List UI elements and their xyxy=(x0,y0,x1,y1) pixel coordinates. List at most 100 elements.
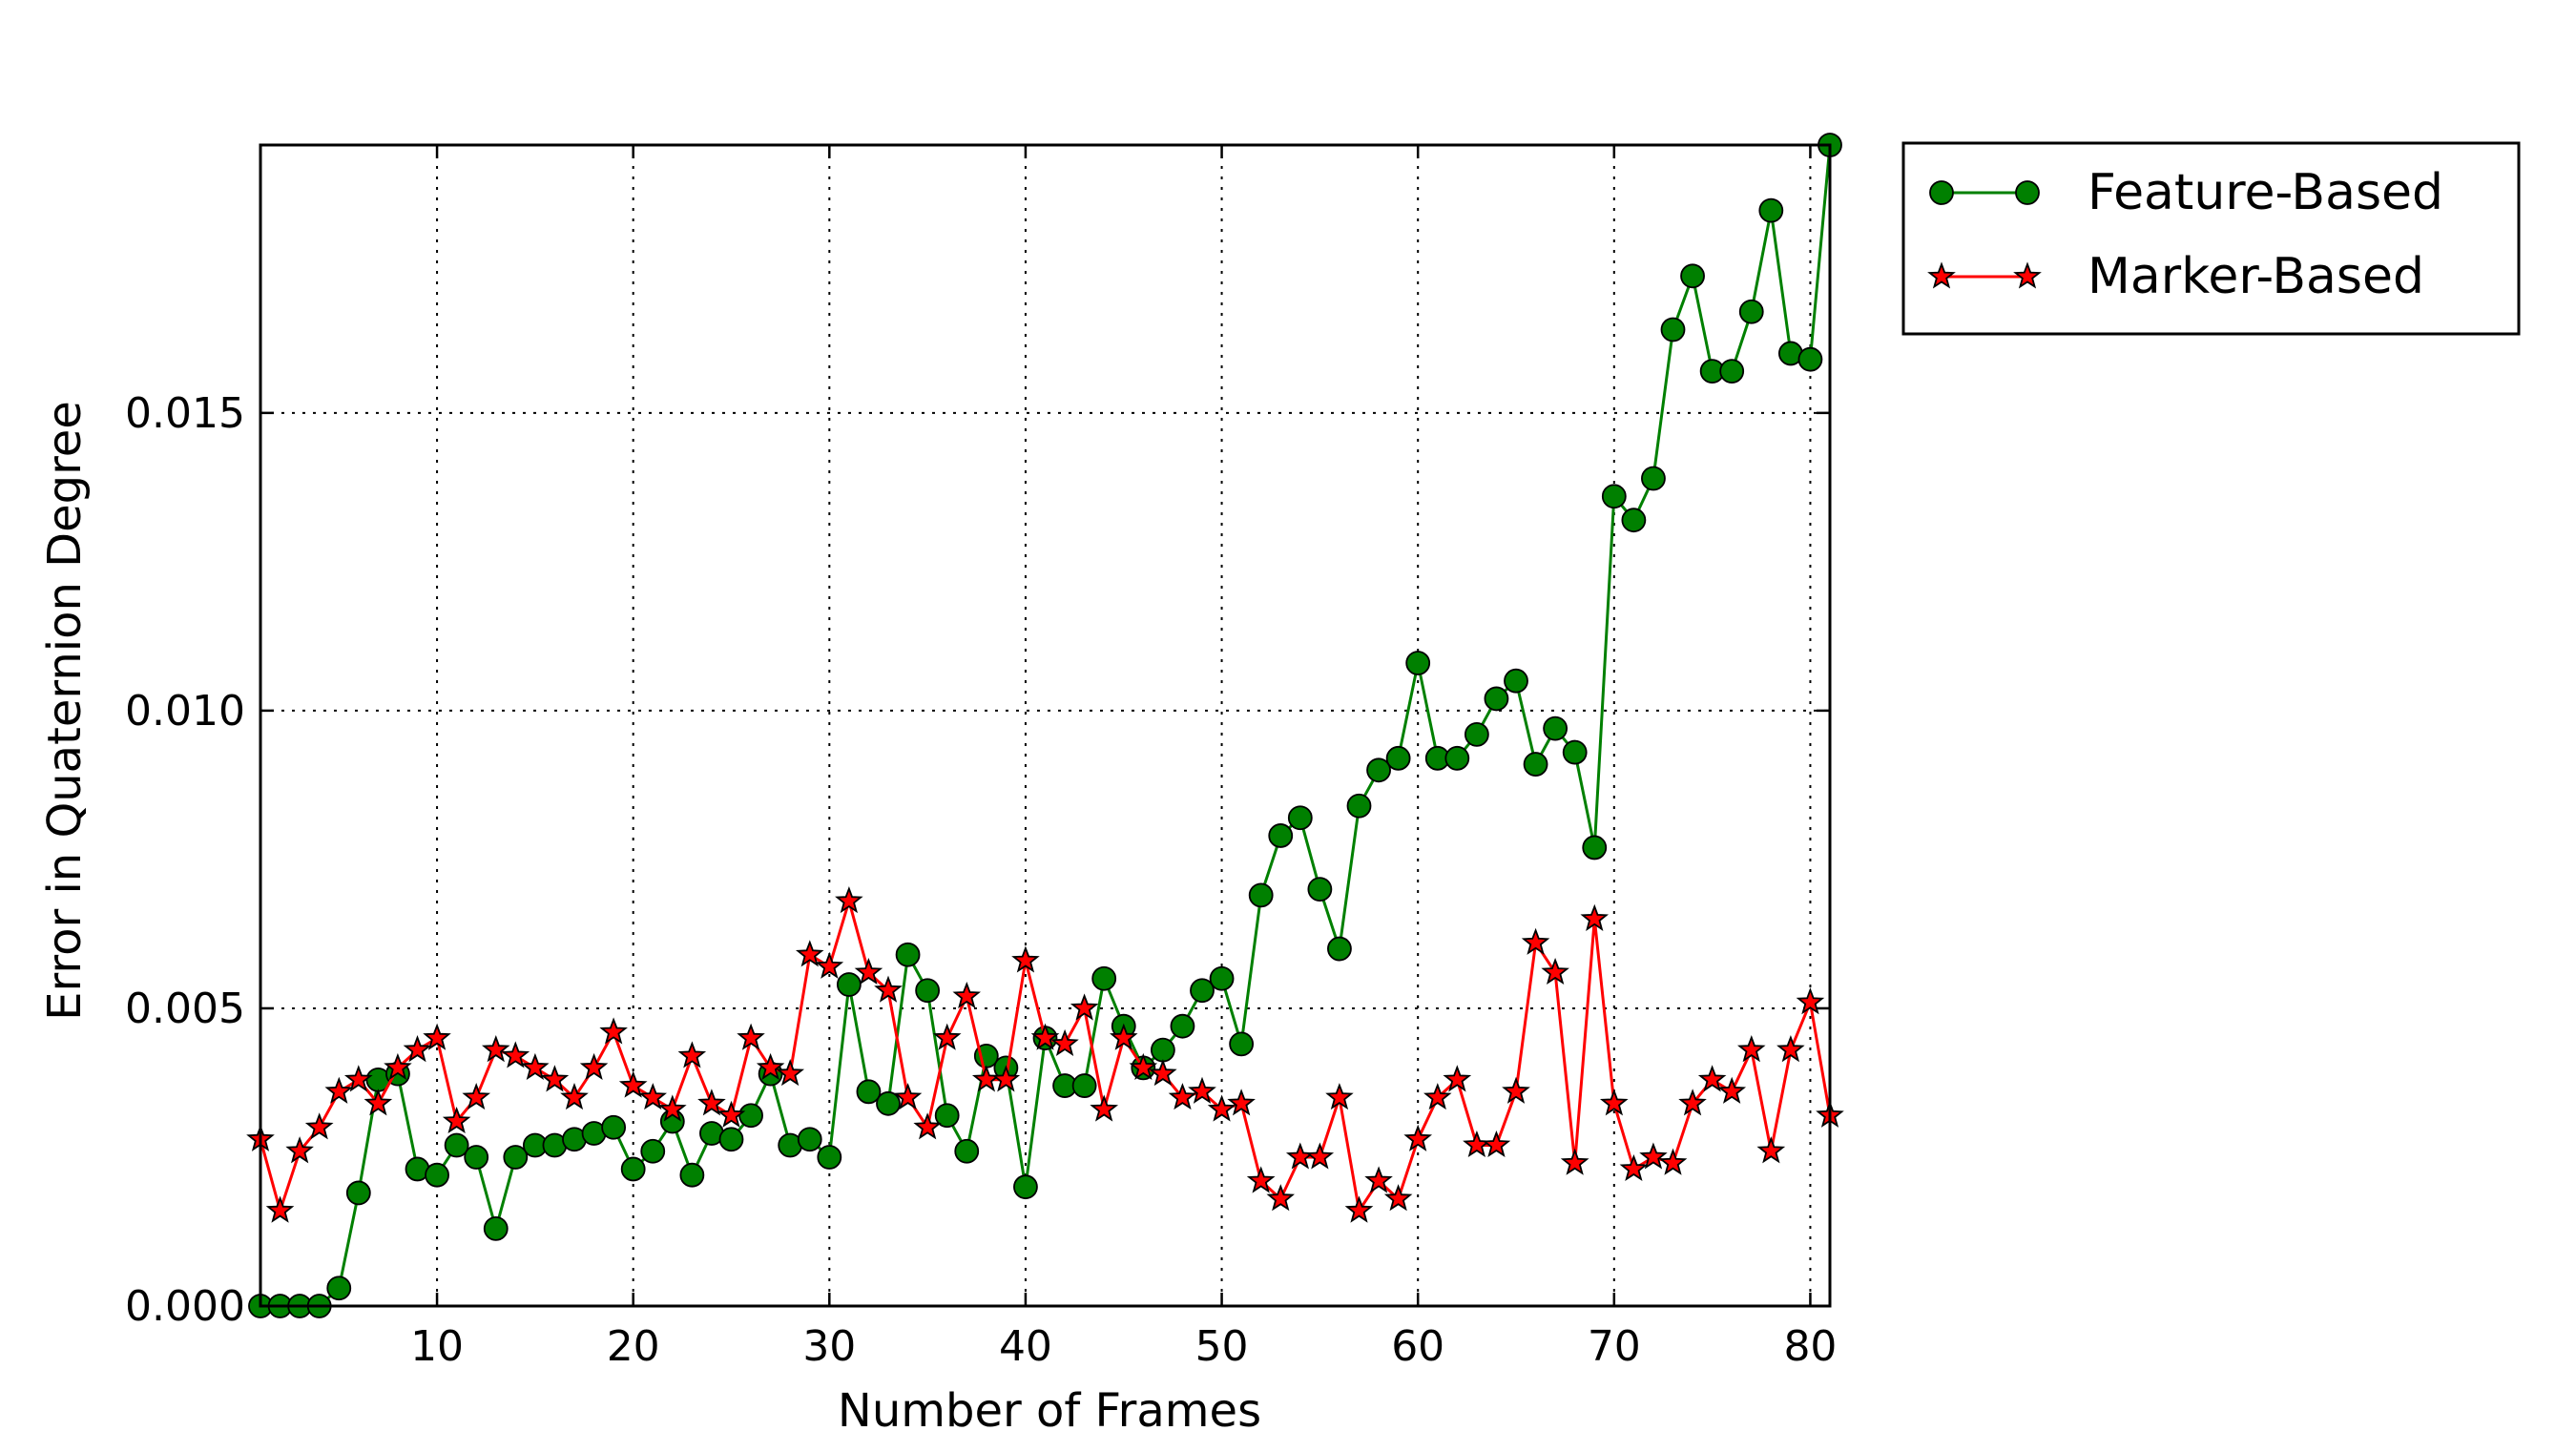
data-point-marker-based xyxy=(364,1089,393,1116)
data-point-marker-based xyxy=(1756,1136,1786,1164)
data-point-feature-based xyxy=(1484,686,1509,712)
data-point-feature-based xyxy=(1543,716,1568,741)
legend-marker-feature-based xyxy=(2015,180,2040,205)
data-point-feature-based xyxy=(1641,466,1666,491)
data-point-marker-based xyxy=(1207,1094,1236,1122)
data-point-marker-based xyxy=(1482,1130,1511,1158)
data-point-feature-based xyxy=(483,1215,509,1241)
data-point-marker-based xyxy=(1697,1065,1727,1092)
data-point-feature-based xyxy=(797,1127,822,1152)
legend-marker-marker-based xyxy=(1927,261,1956,289)
data-point-feature-based xyxy=(1719,359,1745,384)
data-point-marker-based xyxy=(1129,1052,1158,1080)
data-point-marker-based xyxy=(1580,903,1610,931)
data-point-marker-based xyxy=(462,1083,491,1110)
data-point-marker-based xyxy=(403,1035,432,1063)
series-layer xyxy=(246,133,1844,1318)
data-point-marker-based xyxy=(1717,1076,1747,1104)
data-point-marker-based xyxy=(1423,1083,1452,1110)
data-point-feature-based xyxy=(1582,835,1608,861)
data-point-marker-based xyxy=(1090,1094,1119,1122)
data-point-feature-based xyxy=(345,1180,371,1206)
data-point-marker-based xyxy=(1383,1184,1413,1212)
data-point-marker-based xyxy=(932,1023,962,1050)
data-point-marker-based xyxy=(1776,1035,1805,1063)
data-point-marker-based xyxy=(697,1089,726,1116)
data-point-marker-based xyxy=(913,1112,942,1140)
data-point-marker-based xyxy=(657,1094,687,1122)
data-point-feature-based xyxy=(1621,508,1647,533)
x-tick-label: 80 xyxy=(1783,1322,1837,1371)
data-point-marker-based xyxy=(442,1106,471,1134)
data-point-marker-based xyxy=(1658,1148,1688,1175)
x-tick-label: 20 xyxy=(607,1322,660,1371)
data-point-marker-based xyxy=(893,1083,923,1110)
axis-ticks xyxy=(260,145,1830,1308)
data-point-feature-based xyxy=(915,978,941,1004)
data-point-marker-based xyxy=(717,1100,746,1128)
series-marker-based xyxy=(246,886,1844,1223)
data-point-marker-based xyxy=(1639,1142,1668,1170)
data-point-marker-based xyxy=(874,975,903,1003)
data-point-marker-based xyxy=(1070,993,1099,1021)
data-point-feature-based xyxy=(326,1275,352,1301)
data-point-marker-based xyxy=(756,1052,785,1080)
data-point-feature-based xyxy=(1071,1073,1097,1098)
data-point-marker-based xyxy=(384,1052,412,1080)
x-tick-label: 10 xyxy=(410,1322,464,1371)
data-point-feature-based xyxy=(895,942,921,967)
data-point-marker-based xyxy=(1110,1023,1138,1050)
data-point-feature-based xyxy=(954,1138,980,1164)
legend-label-feature-based: Feature-Based xyxy=(2088,164,2443,221)
data-point-marker-based xyxy=(1796,987,1825,1015)
data-point-feature-based xyxy=(738,1103,763,1129)
data-point-feature-based xyxy=(876,1090,901,1116)
data-point-marker-based xyxy=(1050,1028,1079,1056)
x-axis-label: Number of Frames xyxy=(838,1384,1261,1431)
data-point-feature-based xyxy=(1091,965,1117,991)
plot-area-frame xyxy=(259,143,1832,1308)
data-point-feature-based xyxy=(444,1132,469,1158)
data-point-marker-based xyxy=(1364,1166,1393,1193)
data-point-feature-based xyxy=(836,972,862,997)
data-point-feature-based xyxy=(1797,346,1823,372)
y-axis-label: Error in Quaternion Degree xyxy=(38,401,92,1021)
legend-item-feature-based: Feature-Based xyxy=(1929,164,2443,221)
data-point-marker-based xyxy=(1619,1153,1649,1182)
data-point-feature-based xyxy=(1444,745,1470,771)
data-point-feature-based xyxy=(1758,197,1784,223)
data-point-marker-based xyxy=(737,1023,765,1050)
data-point-marker-based xyxy=(1227,1089,1256,1116)
legend-item-marker-based: Marker-Based xyxy=(1927,248,2424,305)
data-point-marker-based xyxy=(1030,1023,1060,1050)
data-point-marker-based xyxy=(677,1041,707,1068)
data-point-feature-based xyxy=(601,1114,627,1140)
data-point-marker-based xyxy=(991,1065,1021,1092)
data-point-marker-based xyxy=(796,940,824,967)
x-tick-label: 30 xyxy=(802,1322,856,1371)
data-point-feature-based xyxy=(1307,877,1333,902)
y-tick-label: 0.015 xyxy=(125,389,245,438)
data-point-feature-based xyxy=(1013,1174,1038,1200)
data-point-feature-based xyxy=(679,1162,705,1188)
data-point-marker-based xyxy=(1325,1083,1354,1110)
data-point-feature-based xyxy=(1680,263,1705,289)
data-point-feature-based xyxy=(718,1127,744,1152)
data-point-feature-based xyxy=(1523,752,1548,777)
data-point-marker-based xyxy=(423,1023,451,1050)
data-point-feature-based xyxy=(1327,936,1352,962)
data-point-marker-based xyxy=(265,1195,295,1223)
data-point-marker-based xyxy=(835,886,863,914)
data-point-feature-based xyxy=(503,1145,529,1170)
data-point-marker-based xyxy=(304,1112,334,1140)
y-tick-label: 0.000 xyxy=(125,1282,245,1331)
data-point-marker-based xyxy=(1541,957,1569,985)
data-point-marker-based xyxy=(1246,1166,1276,1193)
data-point-marker-based xyxy=(579,1052,609,1080)
data-point-feature-based xyxy=(1405,651,1431,675)
data-point-marker-based xyxy=(343,1065,373,1092)
legend-marker-marker-based xyxy=(2013,261,2042,289)
data-point-marker-based xyxy=(1344,1195,1374,1223)
data-point-feature-based xyxy=(1346,793,1372,819)
